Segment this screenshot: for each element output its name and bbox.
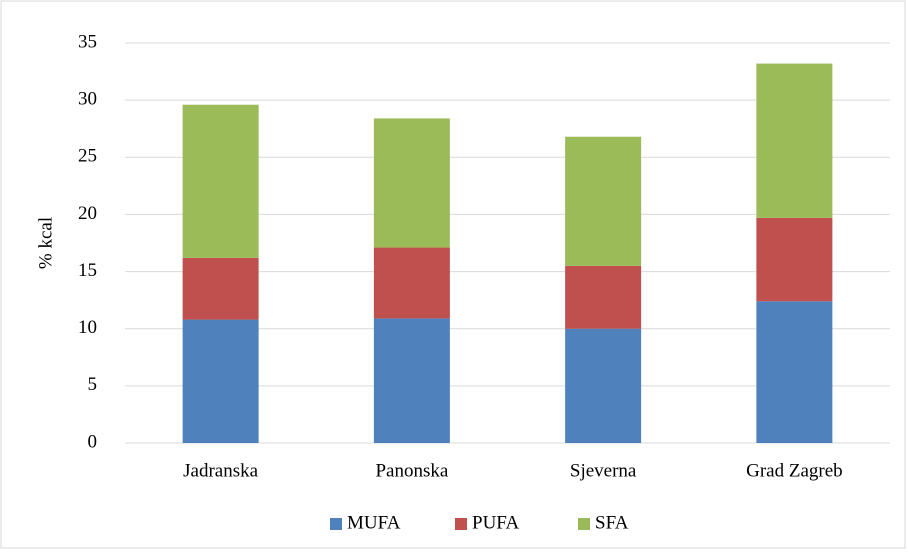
bar-segment	[373, 318, 450, 443]
y-tick-label: 10	[78, 317, 97, 338]
legend-label: PUFA	[472, 512, 519, 533]
legend-label: MUFA	[347, 512, 401, 533]
y-tick-label: 25	[78, 146, 97, 167]
legend-label: SFA	[595, 512, 629, 533]
legend-swatch	[330, 518, 342, 530]
bar-segment	[565, 265, 642, 329]
y-tick-label: 5	[88, 374, 98, 395]
x-tick-label: Sjeverna	[570, 460, 637, 481]
y-tick-label: 20	[78, 203, 97, 224]
y-tick-label: 35	[78, 31, 97, 52]
y-tick-label: 15	[78, 260, 97, 281]
x-tick-label: Jadranska	[183, 460, 258, 481]
bar-segment	[756, 301, 833, 443]
x-tick-label: Panonska	[375, 460, 448, 481]
bar-segment	[756, 217, 833, 302]
bar-segment	[373, 118, 450, 248]
bar-segment	[756, 63, 833, 218]
bar-segment	[373, 247, 450, 319]
bar-segment	[182, 257, 259, 320]
y-tick-label: 0	[88, 431, 98, 452]
y-axis-label: % kcal	[35, 217, 56, 269]
legend-swatch	[578, 518, 590, 530]
legend-swatch	[455, 518, 467, 530]
bar-segment	[182, 104, 259, 258]
bar-segment	[565, 328, 642, 443]
x-tick-label: Grad Zagreb	[746, 460, 843, 481]
y-tick-label: 30	[78, 89, 97, 110]
bar-segment	[565, 136, 642, 266]
bar-segment	[182, 319, 259, 443]
